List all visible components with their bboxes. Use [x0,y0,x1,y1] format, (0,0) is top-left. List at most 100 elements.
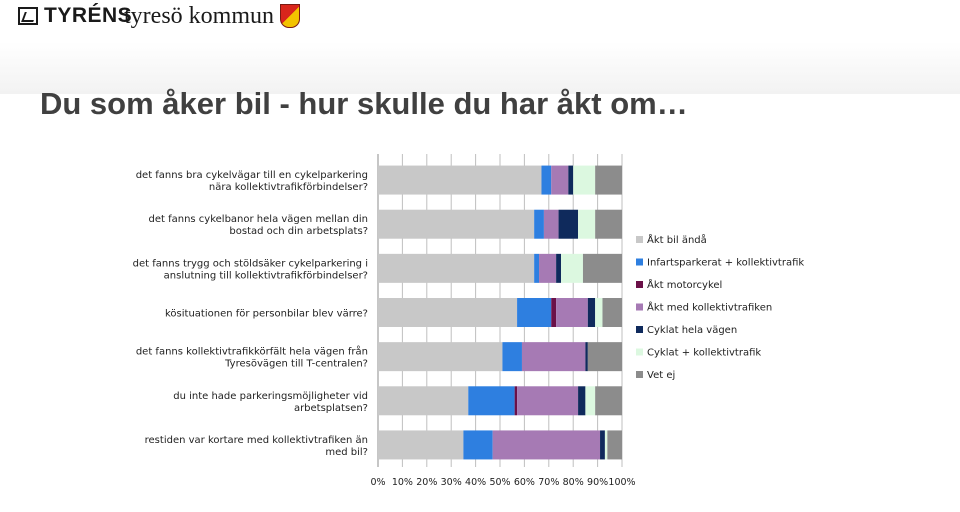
bars [378,165,622,460]
category-label-line: kösituationen för personbilar blev värre… [165,309,368,320]
bar-segment [595,165,622,195]
x-axis-ticks: 0% 10% 20% 30% 40% 50% 60% 70% 80% 90% 100% [370,477,635,488]
bar-segment [602,298,622,327]
bar-segment [551,298,557,327]
bar-segment [468,386,515,416]
category-label-line: anslutning till kollektivtrafikförbindel… [164,270,368,281]
category-label-line: du inte hade parkeringsmöjligheter vid [173,391,368,402]
bar-segment [543,209,559,239]
x-tick-label: 60% [514,477,535,488]
x-tick-label: 30% [441,477,462,488]
x-tick-label: 90% [587,477,608,488]
bar-segment [539,253,557,283]
bar-segment [595,386,622,416]
category-label-line: det fanns trygg och stöldsäker cykelpark… [133,258,368,269]
category-label-line: med bil? [325,447,368,458]
legend-swatch [636,371,643,378]
legend-label: Vet ej [647,370,675,381]
category-label-line: Tyresövägen till T-centralen? [224,359,368,370]
bar-segment [585,386,596,416]
bar-segment [578,209,596,239]
category-label-line: restiden var kortare med kollektivtrafik… [145,435,368,446]
category-label-line: nära kollektivtrafikförbindelser? [209,182,368,193]
legend-swatch [636,258,643,266]
page-title: Du som åker bil - hur skulle du har åkt … [40,86,688,121]
bar-segment [378,386,469,416]
bar-segment [378,253,535,283]
bar-segment [517,298,552,327]
bar-segment [514,386,518,416]
x-tick-label: 50% [489,477,510,488]
legend-label: Åkt med kollektivtrafiken [647,301,772,314]
header-bar: TYRÉNS tyresö kommun [0,0,960,42]
x-tick-label: 100% [608,477,635,488]
bar-segment [521,342,586,372]
category-label-line: det fanns bra cykelvägar till en cykelpa… [136,170,368,181]
bar-segment [502,342,522,372]
bar-segment [587,342,622,372]
bar-segment [595,209,622,239]
bar-segment [600,430,605,460]
x-tick-label: 80% [563,477,584,488]
category-label: det fanns bra cykelvägar till en cykelpa… [136,170,368,193]
legend-label: Åkt motorcykel [647,278,722,291]
tyrens-logo: TYRÉNS [18,4,132,28]
x-tick-label: 20% [416,477,437,488]
category-label: du inte hade parkeringsmöjligheter vid ar… [173,391,368,414]
bar-segment [378,209,535,239]
x-tick-label: 70% [538,477,559,488]
category-label: restiden var kortare med kollektivtrafik… [145,435,368,458]
legend-swatch [636,326,643,333]
legend-label: Infartsparkerat + kollektivtrafik [647,258,804,269]
bar-segment [573,165,596,195]
tyrens-wordmark: TYRÉNS [44,4,133,27]
legend-swatch [636,348,643,356]
bar-segment [541,165,552,195]
bar-segment [534,253,540,283]
legend-label: Cyklat hela vägen [647,325,737,336]
bar-segment [534,209,544,239]
bar-segment [556,253,561,283]
bar-segment [607,430,622,460]
bar-segment [595,298,603,327]
category-label: det fanns kollektivtrafikkörfält hela vä… [136,345,368,370]
category-labels: det fanns bra cykelvägar till en cykelpa… [133,170,368,458]
municipal-crest-icon [280,4,300,28]
bar-segment [578,386,586,416]
category-label-line: det fanns cykelbanor hela vägen mellan d… [148,214,368,225]
bar-segment [492,430,601,460]
bar-segment [561,253,583,283]
bar-segment [558,209,579,239]
category-label-line: bostad och din arbetsplats? [229,226,368,237]
legend-swatch [636,236,643,243]
category-label: det fanns trygg och stöldsäker cykelpark… [133,258,368,281]
legend-swatch [636,303,643,311]
category-label-line: det fanns kollektivtrafikkörfält hela vä… [136,345,368,358]
tyreso-kommun-logo: tyresö kommun [124,3,274,29]
bar-segment [378,430,464,460]
bar-segment [378,298,518,327]
bar-segment [378,342,503,372]
category-label-line: arbetsplatsen? [294,403,368,414]
bar-segment [582,253,622,283]
legend-label: Åkt bil ändå [647,233,707,246]
bar-segment [556,298,588,327]
legend-label: Cyklat + kollektivtrafik [647,348,761,359]
x-tick-label: 40% [465,477,486,488]
legend: Åkt bil ändå Infartsparkerat + kollektivt… [636,233,804,381]
x-tick-label: 0% [370,477,385,488]
bar-segment [517,386,579,416]
bar-segment [378,165,542,195]
legend-swatch [636,281,643,288]
category-label: kösituationen för personbilar blev värre… [165,309,368,320]
tyrens-mark-icon [18,7,38,25]
bar-segment [587,298,596,327]
bar-segment [463,430,493,460]
header-gradient [0,42,960,94]
bar-segment [604,430,608,460]
category-label: det fanns cykelbanor hela vägen mellan d… [148,214,368,237]
bar-segment [568,165,574,195]
x-tick-label: 10% [392,477,413,488]
bar-segment [551,165,569,195]
